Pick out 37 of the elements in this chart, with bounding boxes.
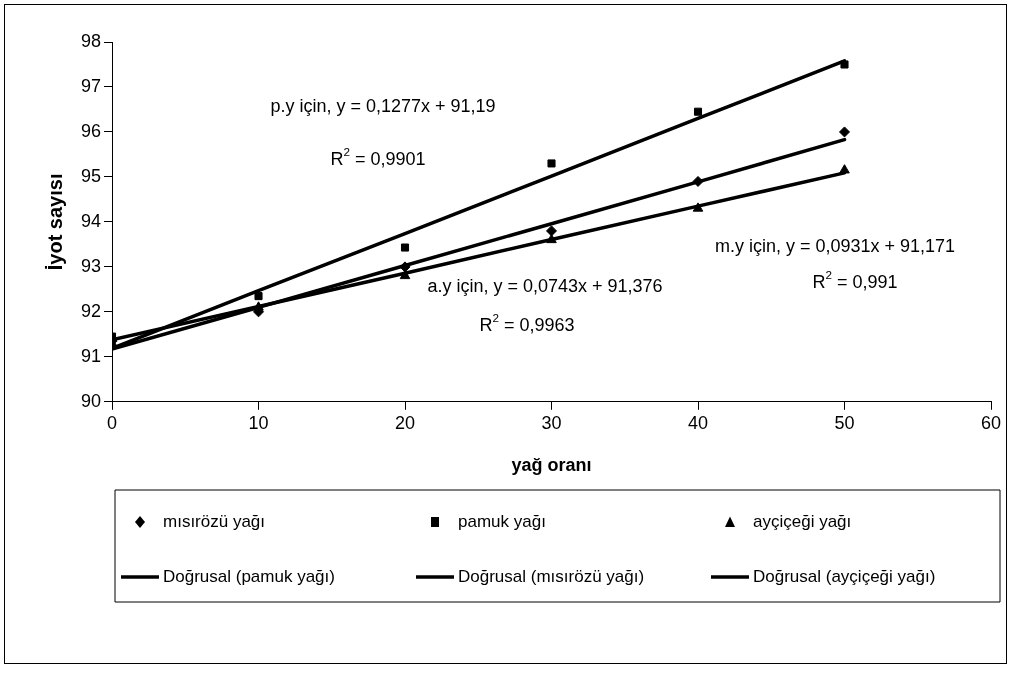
y-tick-label: 98 (80, 30, 102, 51)
x-tick-label: 10 (248, 412, 269, 433)
point (839, 126, 850, 138)
point (692, 202, 704, 212)
y-axis-title: İyot sayısı (43, 173, 66, 271)
y-tick-label: 91 (80, 345, 102, 366)
y-tick-label: 95 (80, 165, 102, 186)
x-tick-label: 50 (834, 412, 855, 433)
y-tick-label: 97 (80, 75, 102, 96)
x-tick-label: 30 (541, 412, 562, 433)
legend-label: mısırözü yağı (163, 511, 266, 531)
point (692, 175, 704, 187)
x-tick-label: 60 (980, 412, 1002, 433)
x-tick-label: 0 (107, 412, 118, 433)
x-tick-label: 40 (687, 412, 709, 433)
point (400, 243, 410, 252)
point (254, 292, 263, 301)
legend-label: pamuk yağı (458, 511, 546, 531)
legend-label: Doğrusal (ayçiçeği yağı) (753, 566, 936, 586)
x-axis-title: yağ oranı (511, 455, 592, 476)
annotation: p.y için, y = 0,1277x + 91,19 (270, 95, 496, 116)
point (839, 164, 850, 174)
y-tick-label: 93 (80, 255, 102, 276)
legend-label: ayçiçeği yağı (753, 511, 852, 531)
legend-label: Doğrusal (pamuk yağı) (163, 566, 335, 586)
annotation: m.y için, y = 0,0931x + 91,171 (714, 235, 956, 256)
annotation: a.y için, y = 0,0743x + 91,376 (427, 275, 663, 296)
point (547, 159, 556, 168)
y-tick-label: 92 (80, 300, 102, 321)
y-tick-label: 94 (80, 210, 102, 231)
point (840, 60, 849, 69)
point (546, 225, 558, 237)
y-tick-label: 96 (80, 120, 102, 141)
y-tick-label: 90 (80, 390, 102, 411)
point (693, 107, 703, 116)
x-tick-label: 20 (395, 412, 416, 433)
legend-label: Doğrusal (mısırözü yağı) (458, 566, 645, 586)
